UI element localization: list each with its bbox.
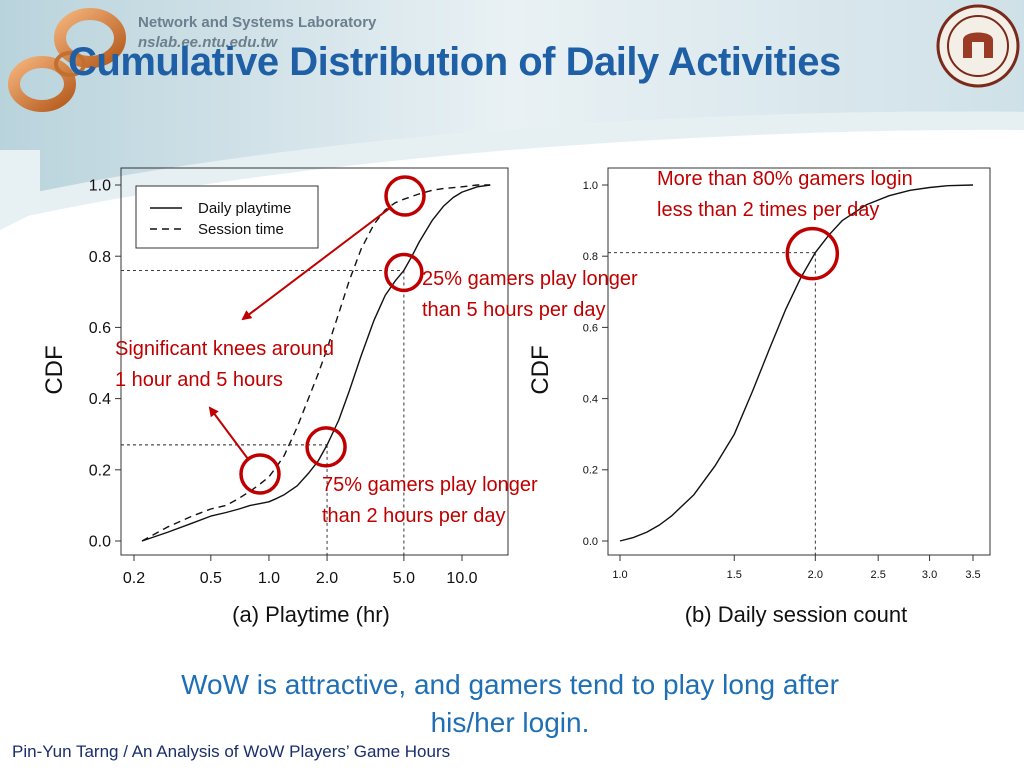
x-tick-label: 0.5 [200, 570, 222, 587]
x-tick-label: 5.0 [393, 570, 415, 587]
series-line-daily-playtime [141, 184, 491, 542]
plot-frame [607, 167, 991, 556]
series-line-session-time [141, 184, 491, 542]
y-tick-label: 1.0 [583, 180, 598, 192]
lab-url: nslab.ee.ntu.edu.tw [138, 34, 278, 51]
x-tick-label: 3.5 [965, 569, 980, 581]
x-tick-label: 10.0 [446, 570, 477, 587]
caption-line1: WoW is attractive, and gamers tend to pl… [181, 669, 839, 700]
x-tick-label: 0.2 [123, 570, 145, 587]
y-tick-label: 0.0 [583, 536, 598, 548]
x-tick-label: 2.0 [316, 570, 338, 587]
login-annotation-line2: less than 2 times per day [657, 199, 880, 221]
x-tick-label: 1.0 [612, 569, 627, 581]
y-axis-label: CDF [41, 345, 68, 394]
y-tick-label: 0.6 [89, 320, 111, 337]
legend-label: Daily playtime [198, 200, 291, 217]
legend: Daily playtime Session time [135, 185, 319, 249]
university-seal-icon [936, 4, 1020, 88]
chart-session-count: 0.0 0.2 0.4 0.6 0.8 1.0 1.0 1.5 2.0 2.5 3.0 3.5 (b) … [527, 167, 991, 627]
legend-box [135, 185, 319, 249]
highlight-circle-5h [384, 252, 424, 293]
x-tick-label: 2.5 [871, 569, 886, 581]
over5-annotation-line1: 25% gamers play longer [422, 268, 638, 290]
y-tick-label: 0.8 [89, 249, 111, 266]
y-tick-label: 0.8 [583, 251, 598, 263]
x-tick-label: 1.0 [258, 570, 280, 587]
x-axis-label: (b) Daily session count [685, 602, 908, 627]
y-tick-label: 0.4 [89, 391, 111, 408]
footer: Pin-Yun Tarng / An Analysis of WoW Playe… [12, 742, 451, 761]
caption: WoW is attractive, and gamers tend to pl… [90, 666, 930, 742]
slide-title: Cumulative Distribution of Daily Activit… [68, 40, 841, 84]
highlight-circle-login [785, 226, 840, 281]
y-tick-label: 0.6 [583, 322, 598, 334]
x-tick-label: 1.5 [727, 569, 742, 581]
lab-name: Network and Systems Laboratory [138, 14, 377, 31]
highlight-circle-2h [305, 426, 347, 468]
nslab-logo-icon [8, 8, 126, 112]
knees-annotation: Significant knees around 1 hour and 5 ho… [115, 334, 334, 396]
arrow-to-knees-text [241, 207, 391, 321]
y-tick-label: 0.2 [583, 465, 598, 477]
x-tick-label: 3.0 [922, 569, 937, 581]
arrow-to-knees-text-lower [208, 406, 249, 460]
series-line-cdf [619, 184, 974, 542]
y-tick-label: 0.4 [583, 393, 598, 405]
plot-frame [120, 167, 509, 556]
over2-annotation: 75% gamers play longer than 2 hours per … [322, 470, 538, 532]
x-axis-label: (a) Playtime (hr) [232, 602, 390, 627]
chart-playtime: 0.0 0.2 0.4 0.6 0.8 1.0 0.2 0.5 1.0 2.0 5.0 10.0 (a)… [41, 167, 509, 627]
login-annotation: More than 80% gamers login less than 2 t… [657, 164, 913, 226]
highlight-circle-session-knee [384, 175, 426, 217]
caption-line2: his/her login. [430, 707, 590, 738]
y-tick-label: 1.0 [89, 178, 111, 195]
knees-annotation-line2: 1 hour and 5 hours [115, 369, 283, 391]
x-tick-label: 2.0 [808, 569, 823, 581]
knees-annotation-line1: Significant knees around [115, 338, 335, 360]
legend-label: Session time [198, 221, 284, 238]
over2-annotation-line2: than 2 hours per day [322, 505, 506, 527]
y-tick-label: 0.0 [89, 534, 111, 551]
highlight-circle-1h-knee [239, 453, 281, 495]
annotation-overlay [208, 175, 840, 495]
login-annotation-line1: More than 80% gamers login [657, 168, 913, 190]
over5-annotation: 25% gamers play longer than 5 hours per … [422, 264, 638, 326]
y-axis-label: CDF [527, 345, 554, 394]
y-tick-label: 0.2 [89, 462, 111, 479]
over5-annotation-line2: than 5 hours per day [422, 299, 606, 321]
over2-annotation-line1: 75% gamers play longer [322, 474, 538, 496]
